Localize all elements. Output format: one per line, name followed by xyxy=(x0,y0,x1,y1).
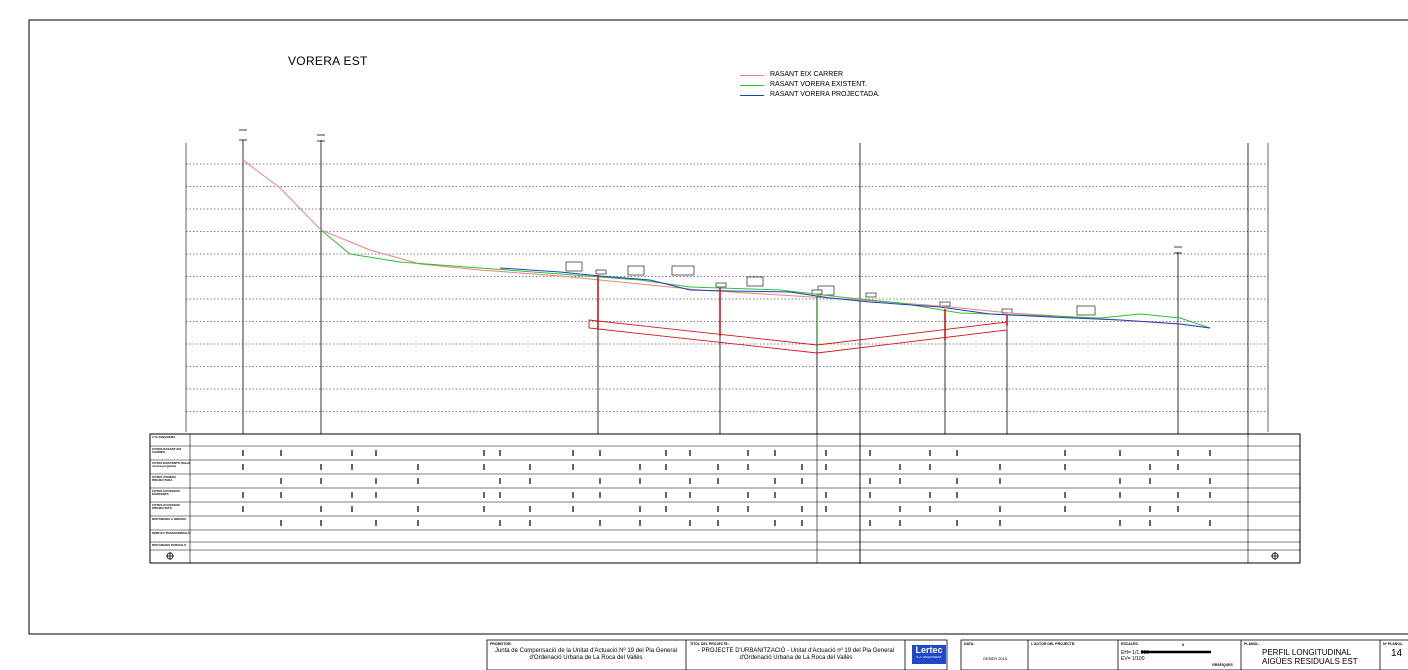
profile-table-ticks xyxy=(242,450,1211,526)
tb-num-value: 14 xyxy=(1391,648,1403,659)
row-label: DISTÀNCIES PARCIALS xyxy=(152,543,187,547)
tb-num-heading: Nº PLÀNOL: xyxy=(1383,642,1404,646)
tb-planol: PLÀNOL: PERFIL LONGITUDINAL AIGÜES RESID… xyxy=(1244,641,1378,666)
tb-logo-text: Lertec xyxy=(915,645,943,655)
drawing-title: VORERA EST xyxy=(288,54,368,68)
profile-vorera-existent xyxy=(320,229,1211,329)
sheet-frame xyxy=(28,19,1408,635)
tb-logo-sub: S.A. ENGINYERIA xyxy=(916,655,942,659)
row-label: DISTÀNCIES A ORIGEN xyxy=(152,517,186,521)
row-label: PERFILS TRANSVERSALS xyxy=(152,531,191,535)
tb-escales-heading: ESCALES: xyxy=(1121,642,1139,646)
tb-autor: L'AUTOR DEL PROJECTE: xyxy=(1031,641,1115,648)
row-label: COTES ACCESSOS EXISTENTS xyxy=(152,489,180,497)
legend-swatch-existent xyxy=(740,85,764,86)
tb-num: Nº PLÀNOL: 14 xyxy=(1383,641,1408,659)
tb-planol-line1: PERFIL LONGITUDINAL xyxy=(1262,648,1352,657)
tb-data-value: GENER 2015 xyxy=(982,656,1008,661)
profile-eix-carrer xyxy=(242,159,1211,329)
tb-promotor: PROMOTOR: Junta de Compensació de la Uni… xyxy=(490,641,682,662)
tb-titol-value: - PROJECTE D'URBANITZACIÓ - Unitat d'Act… xyxy=(697,648,895,661)
profile-vorera-projectada xyxy=(499,267,1211,329)
tb-planol-heading: PLÀNOL: xyxy=(1244,642,1260,646)
titleblock-frames xyxy=(486,639,1408,670)
profile-row-labels: # CLAVEGUERA COTES RASANT EIX CARRER COT… xyxy=(152,435,191,556)
legend-label-existent: RASANT VORERA EXISTENT. xyxy=(770,81,867,88)
tb-titol-heading: TÍTOL DEL PROJECTE: xyxy=(690,642,729,646)
sewer-pipe xyxy=(588,275,1008,354)
tb-data: DATA: GENER 2015 xyxy=(964,641,1026,662)
row-label: # CLAVEGUERA xyxy=(152,435,176,439)
profile-table xyxy=(149,433,1301,564)
tb-ev: EV= 1/100 xyxy=(1121,656,1145,662)
tb-eh: EH= 1/1.000 xyxy=(1121,650,1149,656)
row-label: COTES RASANT EIX CARRER xyxy=(152,447,182,455)
legend-swatch-eix xyxy=(740,75,764,76)
row-label: COTES ACCESSOS PROJECTATS xyxy=(152,503,180,511)
legend-swatch-projectada xyxy=(740,95,764,96)
tb-promotor-heading: PROMOTOR: xyxy=(490,642,512,646)
legend-label-eix: RASANT EIX CARRER xyxy=(770,71,843,78)
tb-grafiques: GRÀFIQUES xyxy=(1212,663,1233,667)
tb-logo: Lertec S.A. ENGINYERIA xyxy=(912,646,946,660)
station-markers xyxy=(239,129,1182,254)
lertec-logo xyxy=(912,645,946,664)
tb-titol: TÍTOL DEL PROJECTE: - PROJECTE D'URBANIT… xyxy=(690,641,902,662)
access-markers xyxy=(565,261,1096,316)
tb-zero: 0 xyxy=(1182,642,1185,647)
tb-data-heading: DATA: xyxy=(964,642,975,646)
tb-promotor-value: Junta de Compensació de la Unitat d'Actu… xyxy=(494,648,678,661)
tb-autor-heading: L'AUTOR DEL PROJECTE: xyxy=(1031,642,1076,646)
profile-verticals xyxy=(242,140,1249,564)
legend-label-projectada: RASANT VORERA PROJECTADA. xyxy=(770,91,880,98)
tb-planol-line2: AIGÜES RESIDUALS EST xyxy=(1262,657,1358,666)
row-label: COTES VORERA PROJECTADA xyxy=(152,475,176,483)
row-label: COTES EXISTENTS (Nivell vorera-projectat… xyxy=(152,461,190,469)
crosshair-symbols xyxy=(166,552,1279,560)
tb-escales: ESCALES: EH= 1/1.000 EV= 1/100 xyxy=(1121,641,1239,662)
